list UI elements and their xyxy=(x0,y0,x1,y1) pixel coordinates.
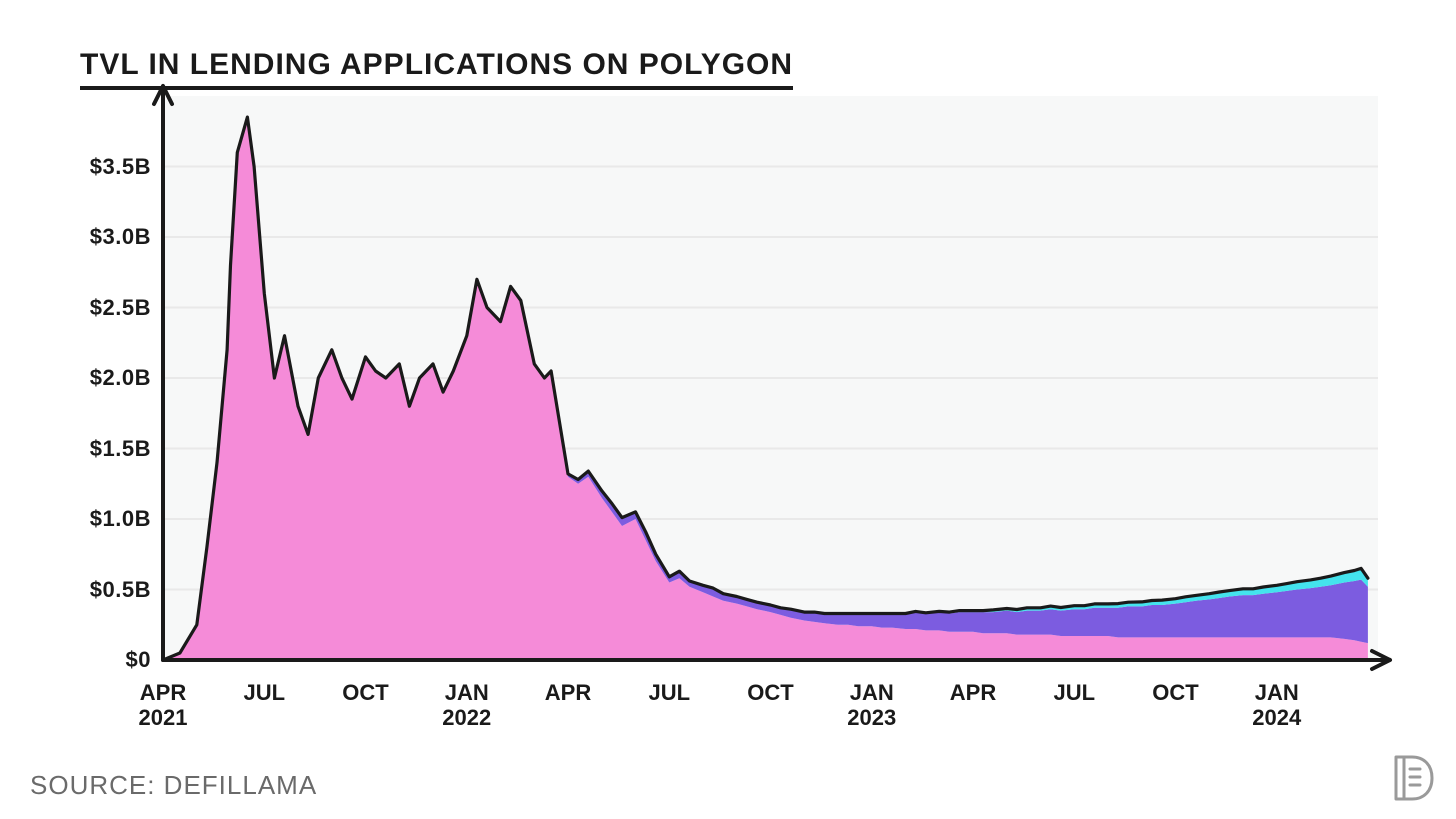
y-tick-label: $0 xyxy=(126,647,151,673)
y-tick-label: $3.5B xyxy=(90,154,151,180)
x-tick-label: APR xyxy=(545,680,591,705)
x-tick-label: APR xyxy=(950,680,996,705)
x-tick-label: APR2021 xyxy=(139,680,188,731)
x-tick-label: JUL xyxy=(243,680,285,705)
y-tick-label: $2.5B xyxy=(90,295,151,321)
x-tick-label: JAN2024 xyxy=(1252,680,1301,731)
x-tick-label: OCT xyxy=(747,680,793,705)
y-tick-label: $1.0B xyxy=(90,506,151,532)
tvl-stacked-area-chart xyxy=(0,0,1456,819)
y-tick-label: $1.5B xyxy=(90,436,151,462)
x-tick-label: JAN2022 xyxy=(442,680,491,731)
y-tick-label: $0.5B xyxy=(90,577,151,603)
x-tick-label: OCT xyxy=(1152,680,1198,705)
y-tick-label: $2.0B xyxy=(90,365,151,391)
x-tick-label: JUL xyxy=(1053,680,1095,705)
x-tick-label: JAN2023 xyxy=(847,680,896,731)
x-tick-label: JUL xyxy=(648,680,690,705)
publisher-logo-icon xyxy=(1390,751,1438,805)
x-tick-label: OCT xyxy=(342,680,388,705)
y-tick-label: $3.0B xyxy=(90,224,151,250)
